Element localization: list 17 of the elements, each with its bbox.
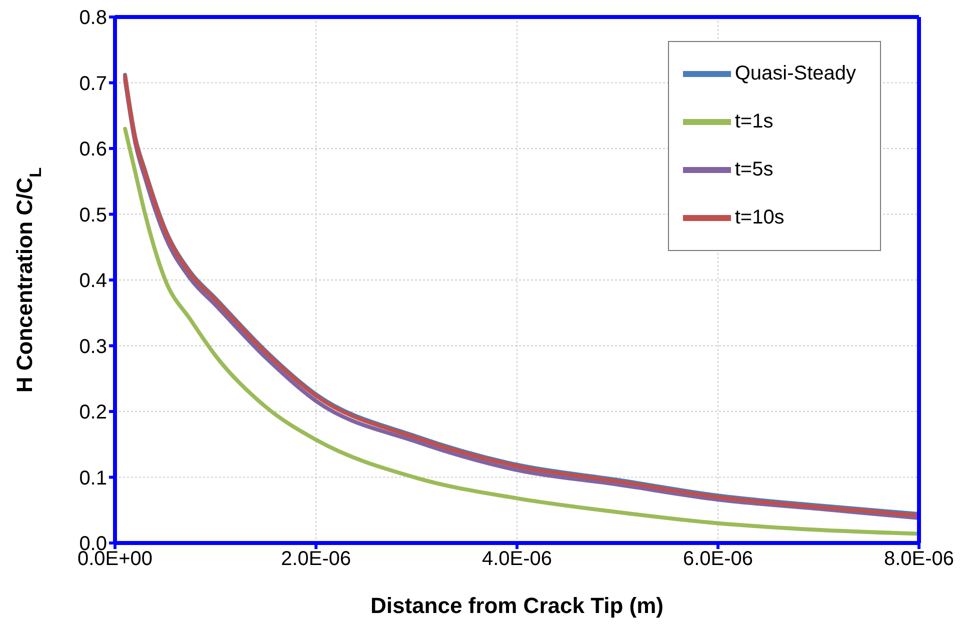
x-axis-title: Distance from Crack Tip (m)	[370, 593, 664, 618]
y-tick-label: 0.2	[79, 402, 107, 424]
x-tick-label: 2.0E-06	[280, 548, 352, 570]
x-tick-label: 8.0E-06	[884, 548, 954, 570]
y-tick-label: 0.4	[79, 270, 107, 292]
y-tick-label: 0.5	[79, 204, 107, 226]
y-tick-label: 0.8	[79, 7, 107, 30]
legend-label: Quasi-Steady	[734, 62, 856, 84]
legend-label: t=1s	[734, 110, 774, 132]
y-tick-label: 0.3	[79, 336, 107, 358]
legend-label: t=10s	[734, 206, 784, 228]
x-tick-label: 4.0E-06	[482, 548, 552, 570]
x-tick-label: 6.0E-06	[682, 548, 754, 570]
legend-label: t=5s	[734, 158, 774, 180]
y-tick-label: 0.6	[79, 138, 107, 161]
y-tick-label: 0.7	[79, 72, 107, 95]
y-tick-label: 0.1	[79, 467, 107, 490]
